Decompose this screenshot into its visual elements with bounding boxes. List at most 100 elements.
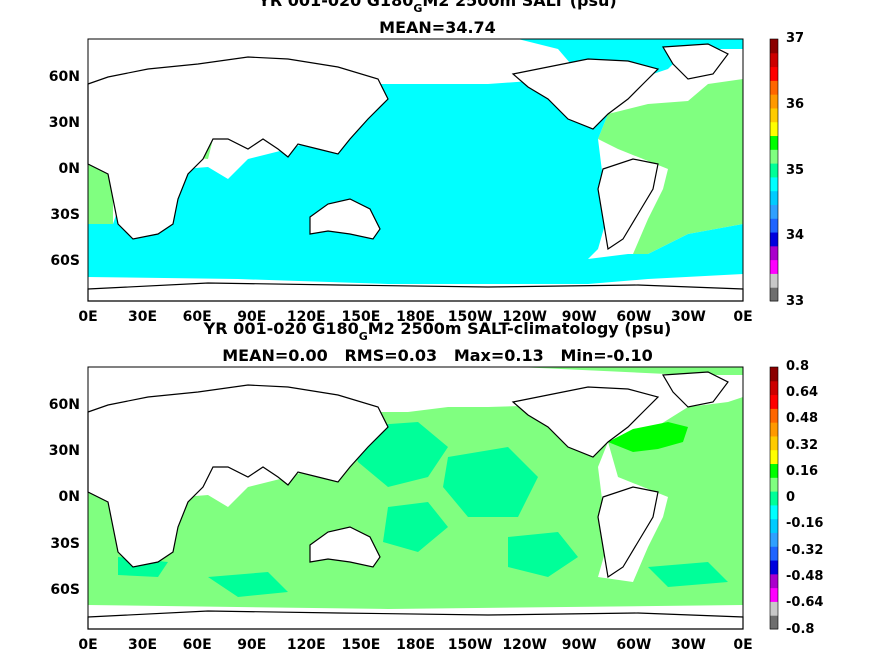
cb2-swatch-4: [770, 560, 778, 575]
panel2-ytick-60s: 60S: [50, 582, 80, 598]
cb2-swatch-10: [770, 477, 778, 492]
panel2-continents: [87, 371, 744, 630]
panel2-frame: [87, 366, 744, 630]
panel2-xtick-6: 180E: [396, 637, 435, 653]
panel1-ytick-0n: 0N: [58, 161, 80, 177]
cb2-swatch-18: [770, 367, 778, 382]
panel1-xtick-0: 0E: [78, 309, 98, 325]
panel1-xtick-1: 30E: [128, 309, 158, 325]
cb1-swatch-12: [770, 121, 778, 137]
panel2-cb-label-0.32: 0.32: [786, 438, 819, 453]
panel2-cb-label-0: 0: [786, 490, 796, 505]
cb1-frame: [769, 38, 779, 302]
panel1-title: YR 001-020 G180GM2 2500m SALT (psu): [258, 0, 617, 15]
cb2-swatch-17: [770, 380, 778, 396]
panel2-ytick-0n: 0N: [58, 489, 80, 505]
panel2-cb-label-neg0.48: -0.48: [786, 569, 824, 584]
panel2-australia: [309, 526, 381, 568]
panel2-xtick-1: 30E: [128, 637, 158, 653]
panel1-xtick-12: 0E: [733, 309, 753, 325]
panel2-subtitle: MEAN=0.00 RMS=0.03 Max=0.13 Min=-0.10: [222, 346, 653, 365]
panel1-xtick-3: 90E: [237, 309, 267, 325]
panel2-xtick-2: 60E: [182, 637, 212, 653]
panel1-ytick-60s: 60S: [50, 253, 80, 269]
cb1-swatch-10: [770, 149, 778, 164]
panel1-australia: [309, 198, 381, 240]
cb1-swatch-16: [770, 66, 778, 81]
panel1-cb-label-37: 37: [786, 31, 805, 46]
panel1-colorbar: [769, 38, 779, 302]
panel2-xtick-9: 90W: [561, 637, 597, 653]
panel1-cb-label-35: 35: [786, 163, 805, 178]
panel1-cb-label-34: 34: [786, 228, 805, 243]
cb1-swatch-8: [770, 176, 778, 192]
panel1-xtick-6: 180E: [396, 309, 435, 325]
panel2-xtick-11: 30W: [670, 637, 706, 653]
cb2-swatch-2: [770, 587, 778, 602]
panel2-cb-label-0.16: 0.16: [786, 464, 819, 479]
panel2-cb-label-0.64: 0.64: [786, 385, 819, 400]
cb1-swatch-7: [770, 190, 778, 205]
panel1-xtick-4: 120E: [286, 309, 326, 325]
panel2-xtick-8: 120W: [502, 637, 547, 653]
panel1-ytick-30n: 30N: [48, 115, 80, 131]
panel1-xtick-11: 30W: [670, 309, 706, 325]
cb2-swatch-7: [770, 518, 778, 533]
cb2-swatch-5: [770, 546, 778, 561]
cb2-swatch-16: [770, 394, 778, 409]
cb1-swatch-11: [770, 135, 778, 150]
cb1-swatch-17: [770, 52, 778, 68]
panel2-title: YR 001-020 G180GM2 2500m SALT-climatolog…: [203, 319, 672, 343]
panel1-north-america: [511, 58, 660, 130]
panel1-antarctica: [87, 282, 744, 302]
cb2-swatch-11: [770, 463, 778, 478]
panel1-greenland: [661, 43, 729, 80]
panel2-ytick-30s: 30S: [50, 536, 80, 552]
cb1-swatch-13: [770, 107, 778, 123]
panel2-cb-label-neg0.8: -0.8: [786, 622, 815, 637]
cb1-swatch-2: [770, 259, 778, 274]
panel1-pacific-indian-field: [88, 79, 743, 284]
cb2-swatch-0: [770, 615, 778, 630]
panel2-cb-label-neg0.32: -0.32: [786, 543, 824, 558]
panel1-cb-label-33: 33: [786, 294, 805, 309]
panel2-south-america: [597, 486, 659, 579]
panel2-xtick-4: 120E: [286, 637, 326, 653]
panel2-xtick-0: 0E: [78, 637, 98, 653]
cb2-swatch-15: [770, 408, 778, 423]
cb2-swatch-8: [770, 504, 778, 520]
panel1-ytick-60n: 60N: [48, 69, 80, 85]
panel1-ytick-30s: 30S: [50, 207, 80, 223]
panel1-xtick-2: 60E: [182, 309, 212, 325]
panel2-cb-label-neg0.64: -0.64: [786, 595, 824, 610]
cb1-swatch-6: [770, 204, 778, 219]
panel1-xtick-8: 120W: [502, 309, 547, 325]
panel1-xtick-10: 60W: [616, 309, 652, 325]
panel1-xtick-7: 150W: [447, 309, 493, 325]
panel1-map: [87, 38, 744, 302]
panel2-xtick-3: 90E: [237, 637, 267, 653]
cb2-swatch-3: [770, 573, 778, 589]
cb1-swatch-18: [770, 39, 778, 54]
panel2-xtick-7: 150W: [447, 637, 493, 653]
cb2-swatch-9: [770, 491, 778, 506]
panel1-xtick-9: 90W: [561, 309, 597, 325]
panel1-eurasia-africa: [87, 56, 389, 240]
panel2-ytick-30n: 30N: [48, 443, 80, 459]
cb1-swatch-4: [770, 232, 778, 247]
panel2-xtick-12: 0E: [733, 637, 753, 653]
panel1-continents: [87, 43, 744, 302]
panel2-ytick-60n: 60N: [48, 397, 80, 413]
panel2-map: [87, 366, 744, 630]
panel2-north-america: [511, 386, 660, 458]
cb2-swatch-12: [770, 449, 778, 465]
cb1-swatch-3: [770, 245, 778, 261]
panel1-cb-label-36: 36: [786, 97, 805, 112]
cb1-swatch-9: [770, 163, 778, 178]
panel2-positive-patch: [608, 422, 688, 452]
cb1-swatch-15: [770, 80, 778, 95]
panel2-cb-label-neg0.16: -0.16: [786, 516, 824, 531]
panel1-frame: [87, 38, 744, 302]
cb1-swatch-1: [770, 273, 778, 288]
cb2-frame: [769, 366, 779, 630]
